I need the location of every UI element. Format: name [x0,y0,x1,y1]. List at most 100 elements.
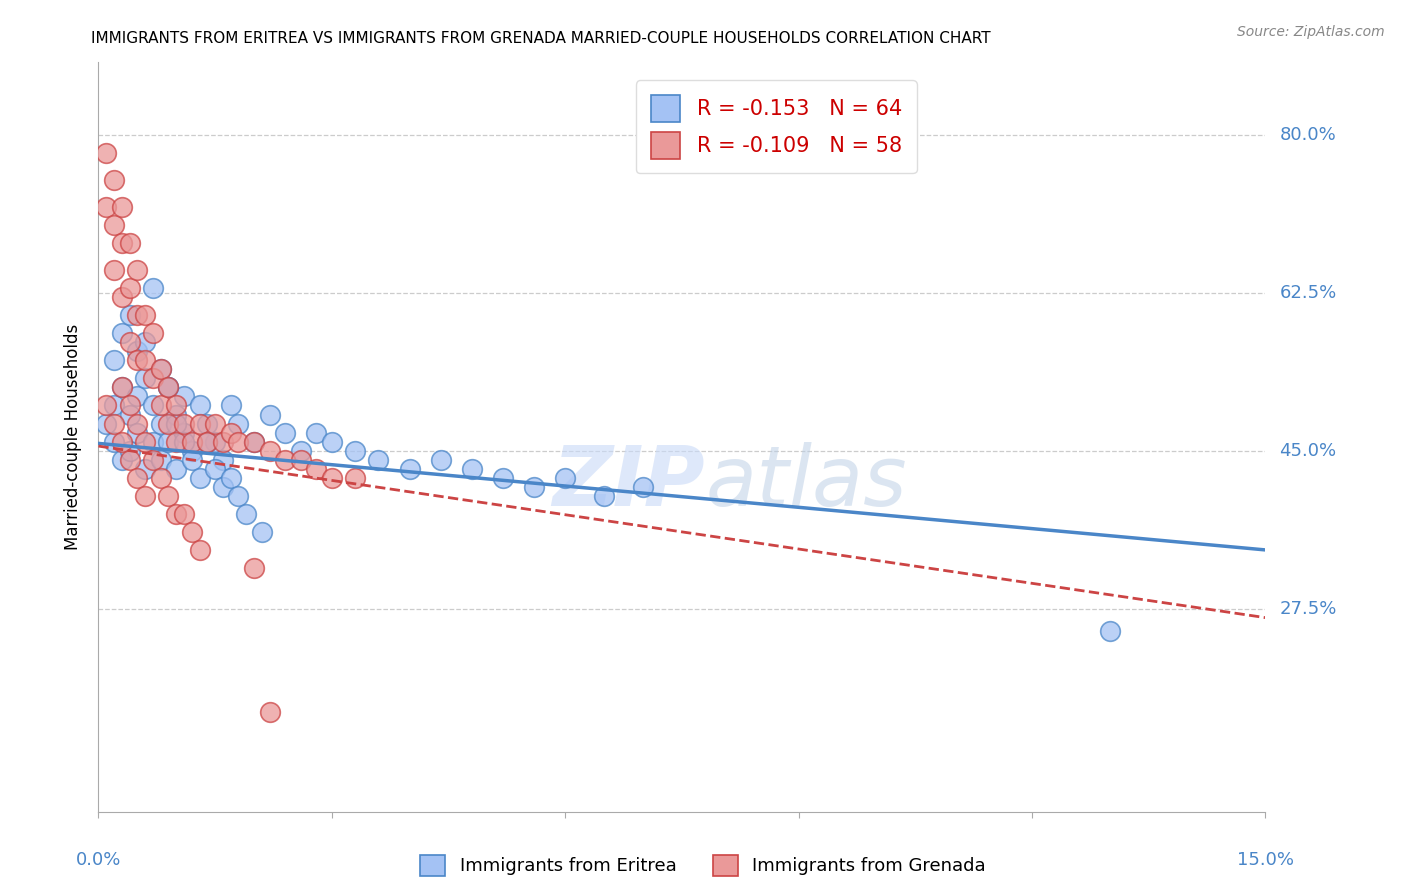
Point [134,308,156,322]
Point [96,200,118,214]
Point [274,452,297,467]
Point [180,452,202,467]
Point [142,281,165,295]
Point [142,434,165,449]
Y-axis label: Married-couple Households: Married-couple Households [65,324,83,550]
Point [305,425,328,440]
Text: atlas: atlas [706,442,907,523]
Point [173,417,195,431]
Point [111,380,134,394]
Point [142,326,165,341]
Point [305,461,328,475]
Point [134,353,156,368]
Point [523,480,546,494]
Point [235,507,257,521]
Point [103,263,125,277]
Point [118,408,141,422]
Point [103,353,125,368]
Point [188,399,211,413]
Point [259,408,281,422]
Point [321,471,343,485]
Point [173,389,195,403]
Point [219,471,242,485]
Point [103,399,125,413]
Point [118,335,141,350]
Point [188,471,211,485]
Point [180,434,202,449]
Point [204,417,226,431]
Point [367,452,389,467]
Point [127,417,149,431]
Point [96,399,118,413]
Point [149,452,172,467]
Point [118,443,141,458]
Point [195,434,218,449]
Point [149,399,172,413]
Point [243,434,266,449]
Point [134,489,156,503]
Point [631,480,654,494]
Point [165,507,187,521]
Point [492,471,515,485]
Text: 15.0%: 15.0% [1237,851,1294,869]
Point [290,452,312,467]
Point [118,281,141,295]
Point [134,461,156,475]
Point [134,335,156,350]
Point [149,417,172,431]
Point [118,235,141,250]
Text: 45.0%: 45.0% [1279,442,1337,459]
Point [118,399,141,413]
Point [593,489,616,503]
Point [259,443,281,458]
Point [127,263,149,277]
Point [195,434,218,449]
Point [228,489,250,503]
Text: ZIP: ZIP [553,442,706,523]
Point [149,471,172,485]
Text: 80.0%: 80.0% [1279,126,1336,144]
Point [195,417,218,431]
Text: Source: ZipAtlas.com: Source: ZipAtlas.com [1237,25,1385,39]
Point [127,389,149,403]
Point [149,362,172,376]
Point [118,452,141,467]
Point [290,443,312,458]
Point [111,434,134,449]
Point [103,434,125,449]
Point [321,434,343,449]
Point [157,380,180,394]
Point [134,434,156,449]
Point [204,434,226,449]
Point [165,399,187,413]
Point [142,452,165,467]
Point [118,308,141,322]
Point [173,507,195,521]
Point [103,417,125,431]
Point [212,480,235,494]
Point [180,524,202,539]
Point [204,461,226,475]
Point [96,145,118,160]
Point [103,173,125,187]
Legend: Immigrants from Eritrea, Immigrants from Grenada: Immigrants from Eritrea, Immigrants from… [413,847,993,883]
Point [243,434,266,449]
Point [344,471,367,485]
Point [127,344,149,359]
Point [157,380,180,394]
Point [219,399,242,413]
Point [180,443,202,458]
Point [212,452,235,467]
Point [111,452,134,467]
Text: IMMIGRANTS FROM ERITREA VS IMMIGRANTS FROM GRENADA MARRIED-COUPLE HOUSEHOLDS COR: IMMIGRANTS FROM ERITREA VS IMMIGRANTS FR… [91,31,991,46]
Point [212,434,235,449]
Point [173,434,195,449]
Point [429,452,451,467]
Point [157,489,180,503]
Point [111,380,134,394]
Point [111,235,134,250]
Point [219,425,242,440]
Point [149,362,172,376]
Point [111,200,134,214]
Point [111,290,134,304]
